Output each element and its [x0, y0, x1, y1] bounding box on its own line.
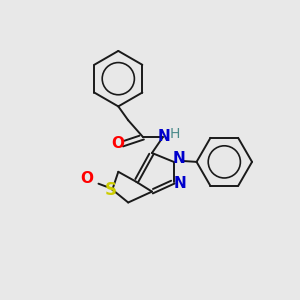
Text: S: S: [104, 181, 116, 199]
Text: N: N: [172, 152, 185, 166]
Text: N: N: [158, 129, 170, 144]
Text: O: O: [80, 171, 93, 186]
Text: O: O: [111, 136, 124, 151]
Text: N: N: [173, 176, 186, 191]
Text: H: H: [169, 127, 180, 141]
